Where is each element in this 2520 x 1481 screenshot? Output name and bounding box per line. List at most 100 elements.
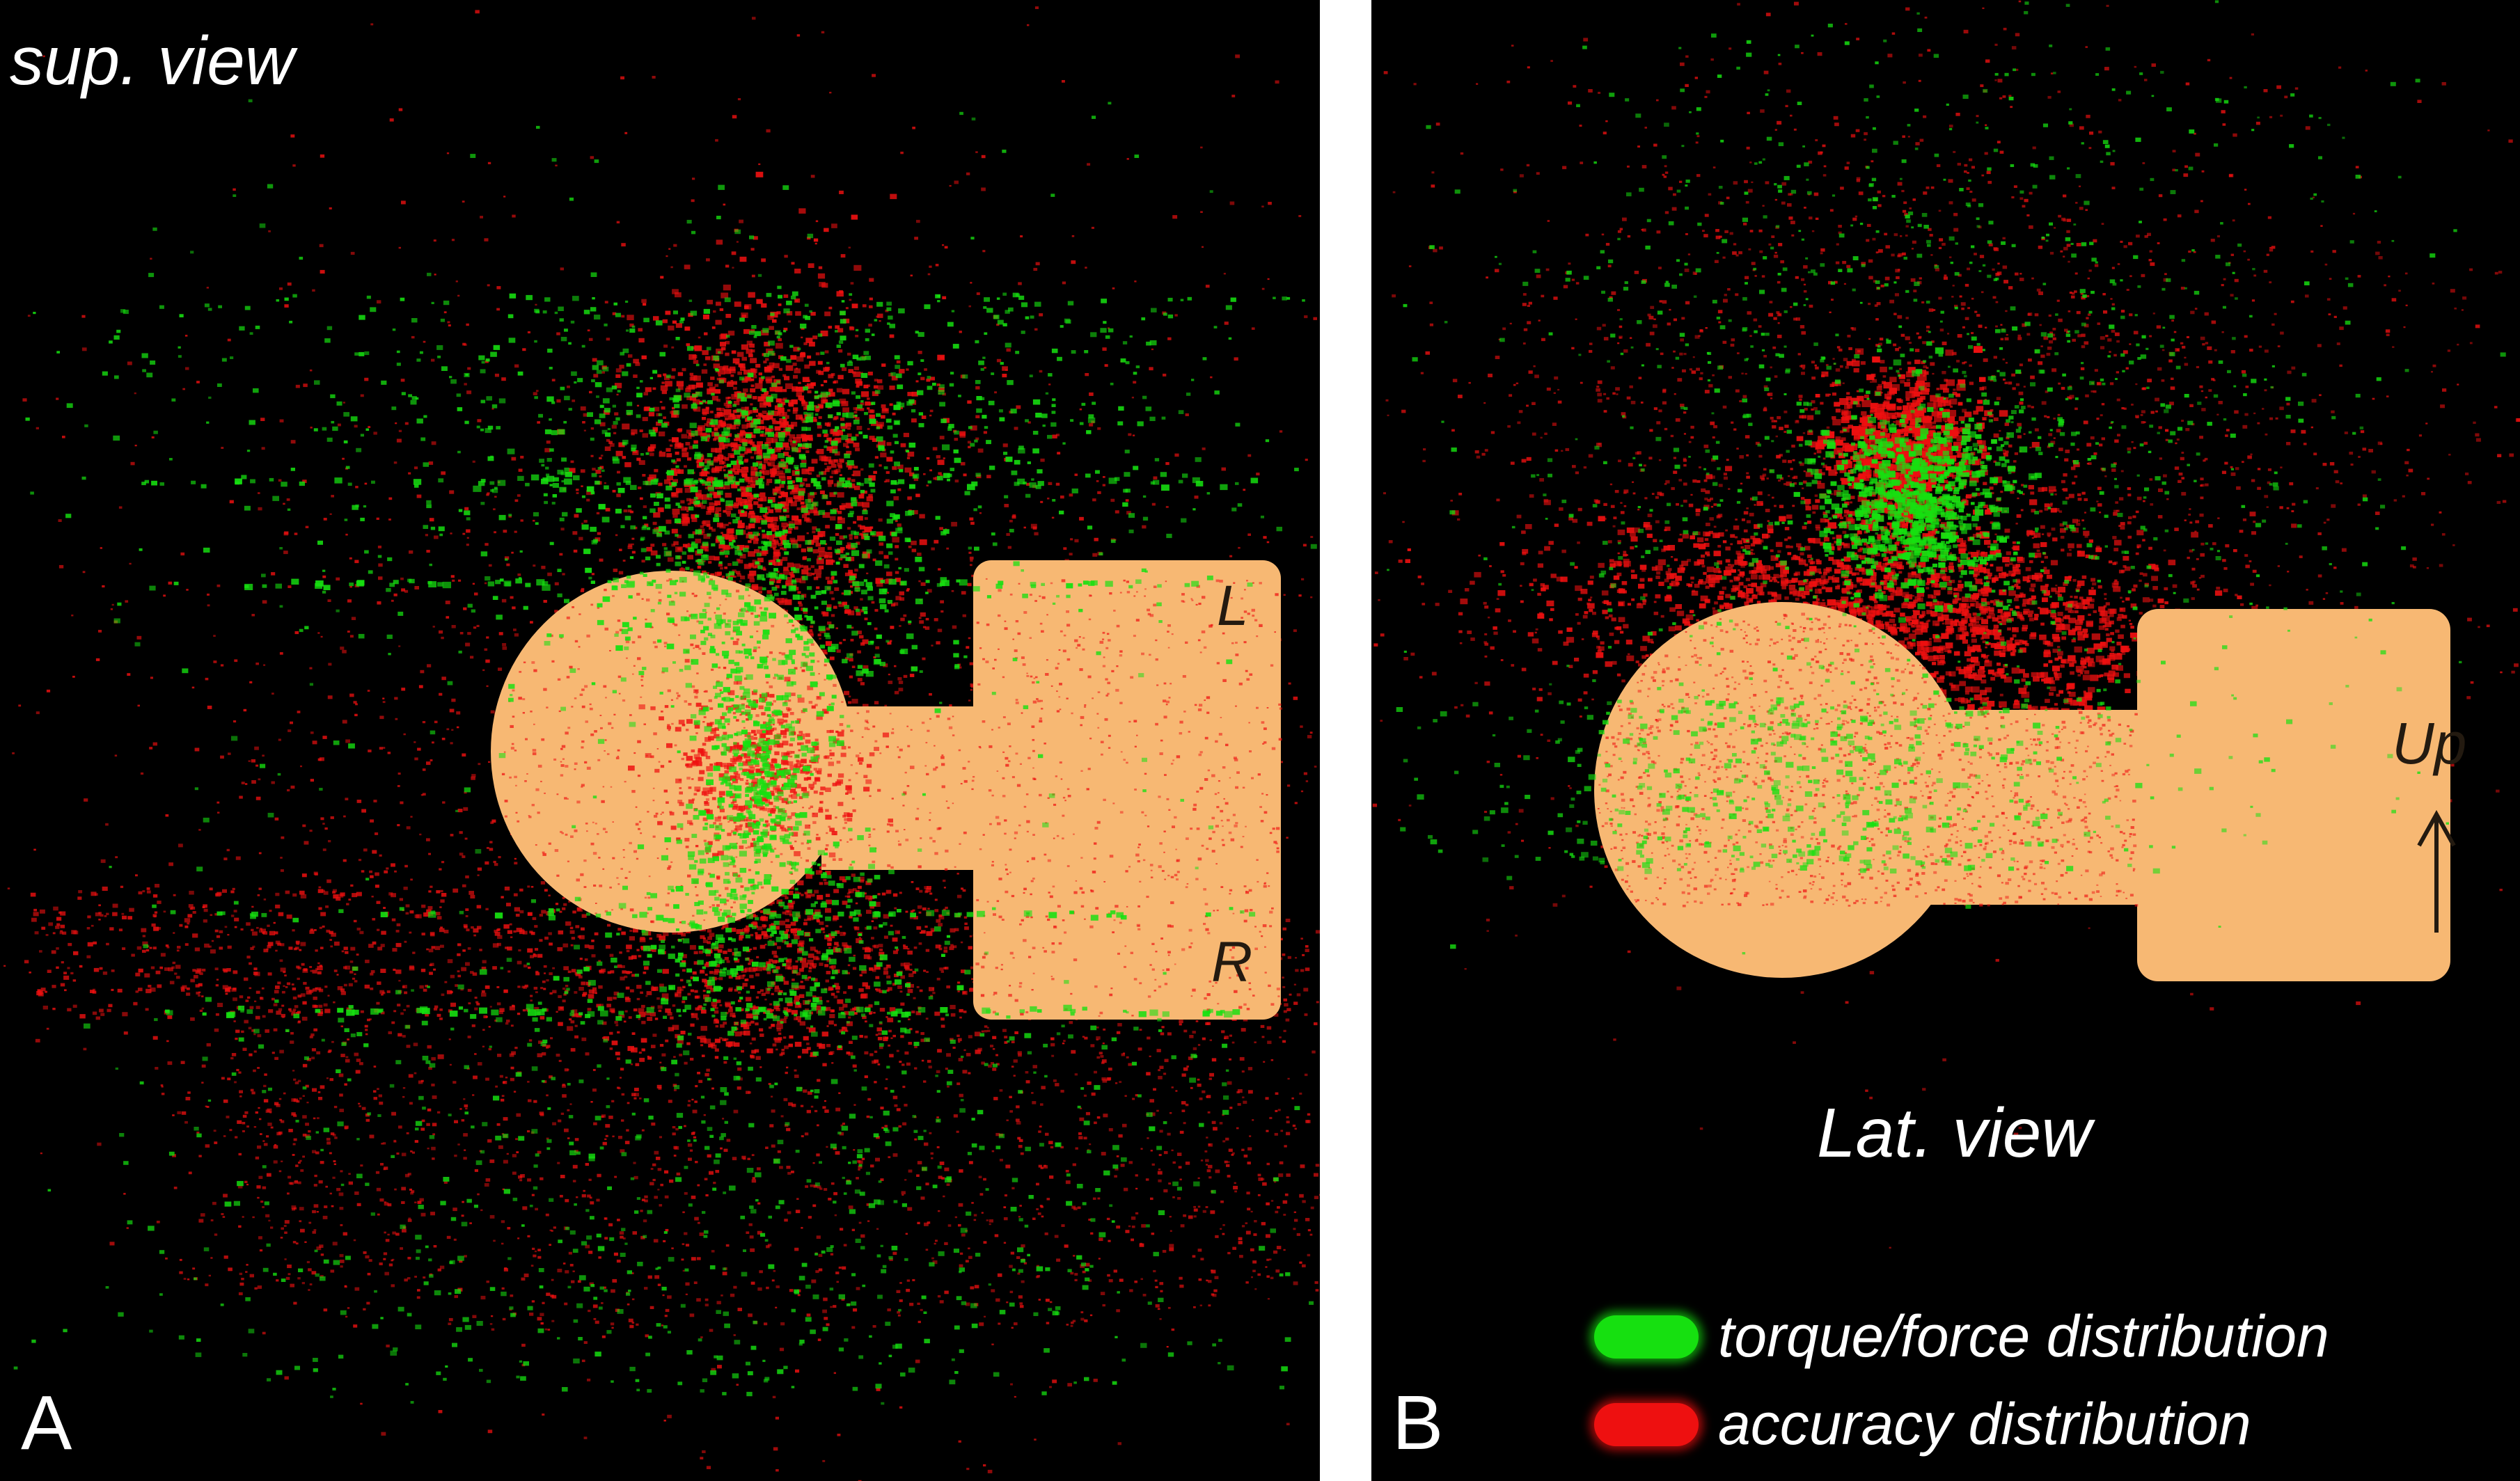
distribution-point <box>970 966 975 969</box>
distribution-point <box>894 690 899 695</box>
distribution-point <box>538 1040 543 1044</box>
distribution-point <box>609 953 614 957</box>
distribution-point <box>569 930 575 934</box>
distribution-point <box>493 860 496 864</box>
distribution-point <box>239 795 243 799</box>
distribution-point <box>167 1061 173 1066</box>
distribution-point <box>565 1198 569 1203</box>
distribution-point <box>1307 1253 1311 1257</box>
distribution-point <box>1200 146 1203 149</box>
distribution-point <box>613 997 617 1000</box>
distribution-point <box>292 1154 295 1156</box>
distribution-point <box>288 1273 291 1276</box>
distribution-point <box>878 1032 882 1036</box>
distribution-point <box>640 1210 643 1212</box>
distribution-point <box>747 1157 750 1160</box>
distribution-point <box>657 1005 663 1009</box>
distribution-point <box>1178 1166 1182 1169</box>
distribution-point <box>1282 985 1286 988</box>
distribution-point <box>291 1205 297 1210</box>
distribution-point <box>1069 553 1073 556</box>
distribution-point <box>292 996 297 1000</box>
distribution-point <box>574 1024 578 1027</box>
distribution-point <box>682 1211 685 1214</box>
distribution-point <box>1014 1031 1018 1034</box>
distribution-point <box>1304 1013 1308 1016</box>
distribution-point <box>665 1308 670 1313</box>
distribution-point <box>463 1133 468 1137</box>
distribution-point <box>540 1322 544 1325</box>
distribution-point <box>965 1302 970 1306</box>
distribution-point <box>1172 215 1178 219</box>
distribution-point <box>689 1149 693 1152</box>
distribution-point <box>1007 546 1011 549</box>
distribution-point <box>274 1056 278 1060</box>
distribution-point <box>554 582 559 586</box>
distribution-point <box>991 1343 994 1345</box>
distribution-point <box>645 1334 649 1338</box>
distribution-point <box>391 1021 395 1024</box>
distribution-point <box>901 1194 904 1196</box>
distribution-point <box>403 887 408 890</box>
distribution-point <box>533 986 538 990</box>
distribution-point <box>929 469 932 472</box>
distribution-point <box>1018 1054 1022 1057</box>
distribution-point <box>1197 1044 1201 1046</box>
distribution-point <box>874 1050 878 1053</box>
distribution-point <box>592 468 596 471</box>
distribution-point <box>907 948 910 950</box>
distribution-point <box>474 592 478 596</box>
distribution-point <box>1243 1100 1247 1104</box>
distribution-point <box>895 545 899 548</box>
distribution-point <box>512 1171 517 1175</box>
distribution-point <box>937 628 943 633</box>
distribution-point <box>1280 1130 1284 1132</box>
distribution-point <box>302 1155 305 1158</box>
distribution-point <box>354 973 356 975</box>
distribution-point <box>1096 1027 1099 1029</box>
distribution-point <box>1082 1270 1086 1274</box>
distribution-point <box>391 1111 396 1116</box>
distribution-point <box>720 1147 723 1150</box>
distribution-point <box>712 1005 717 1008</box>
distribution-point <box>967 583 972 587</box>
distribution-point <box>472 1094 475 1096</box>
distribution-point <box>336 577 340 581</box>
distribution-point <box>1039 1125 1042 1128</box>
distribution-point <box>466 529 471 533</box>
distribution-point <box>792 979 795 981</box>
distribution-point <box>1185 1162 1190 1165</box>
distribution-point <box>839 1029 844 1033</box>
distribution-point <box>893 496 899 500</box>
distribution-point <box>474 1007 478 1011</box>
distribution-point <box>733 1285 737 1289</box>
distribution-point <box>1038 1164 1042 1168</box>
distribution-point <box>33 848 36 851</box>
distribution-point <box>336 1187 341 1191</box>
distribution-point <box>546 1137 549 1140</box>
distribution-point <box>12 752 15 754</box>
distribution-point <box>651 1122 656 1126</box>
distribution-point <box>440 944 444 948</box>
distribution-point <box>733 1334 736 1336</box>
distribution-point <box>1124 1095 1127 1097</box>
distribution-point <box>787 409 791 412</box>
distribution-point <box>1185 413 1189 416</box>
distribution-point <box>123 1193 126 1195</box>
distribution-point <box>432 1157 435 1160</box>
distribution-point <box>520 1174 525 1178</box>
distribution-point <box>1205 1159 1209 1162</box>
distribution-point <box>380 1163 384 1166</box>
distribution-point <box>929 692 932 696</box>
distribution-point <box>322 823 325 825</box>
distribution-point <box>494 531 496 534</box>
distribution-point <box>349 693 354 697</box>
distribution-point <box>349 557 352 560</box>
distribution-point <box>1135 1187 1138 1190</box>
distribution-point <box>401 200 406 205</box>
distribution-point <box>743 1030 750 1036</box>
distribution-point <box>62 436 65 438</box>
distribution-point <box>431 1056 436 1061</box>
distribution-point <box>835 1272 840 1274</box>
distribution-point <box>340 1025 343 1027</box>
